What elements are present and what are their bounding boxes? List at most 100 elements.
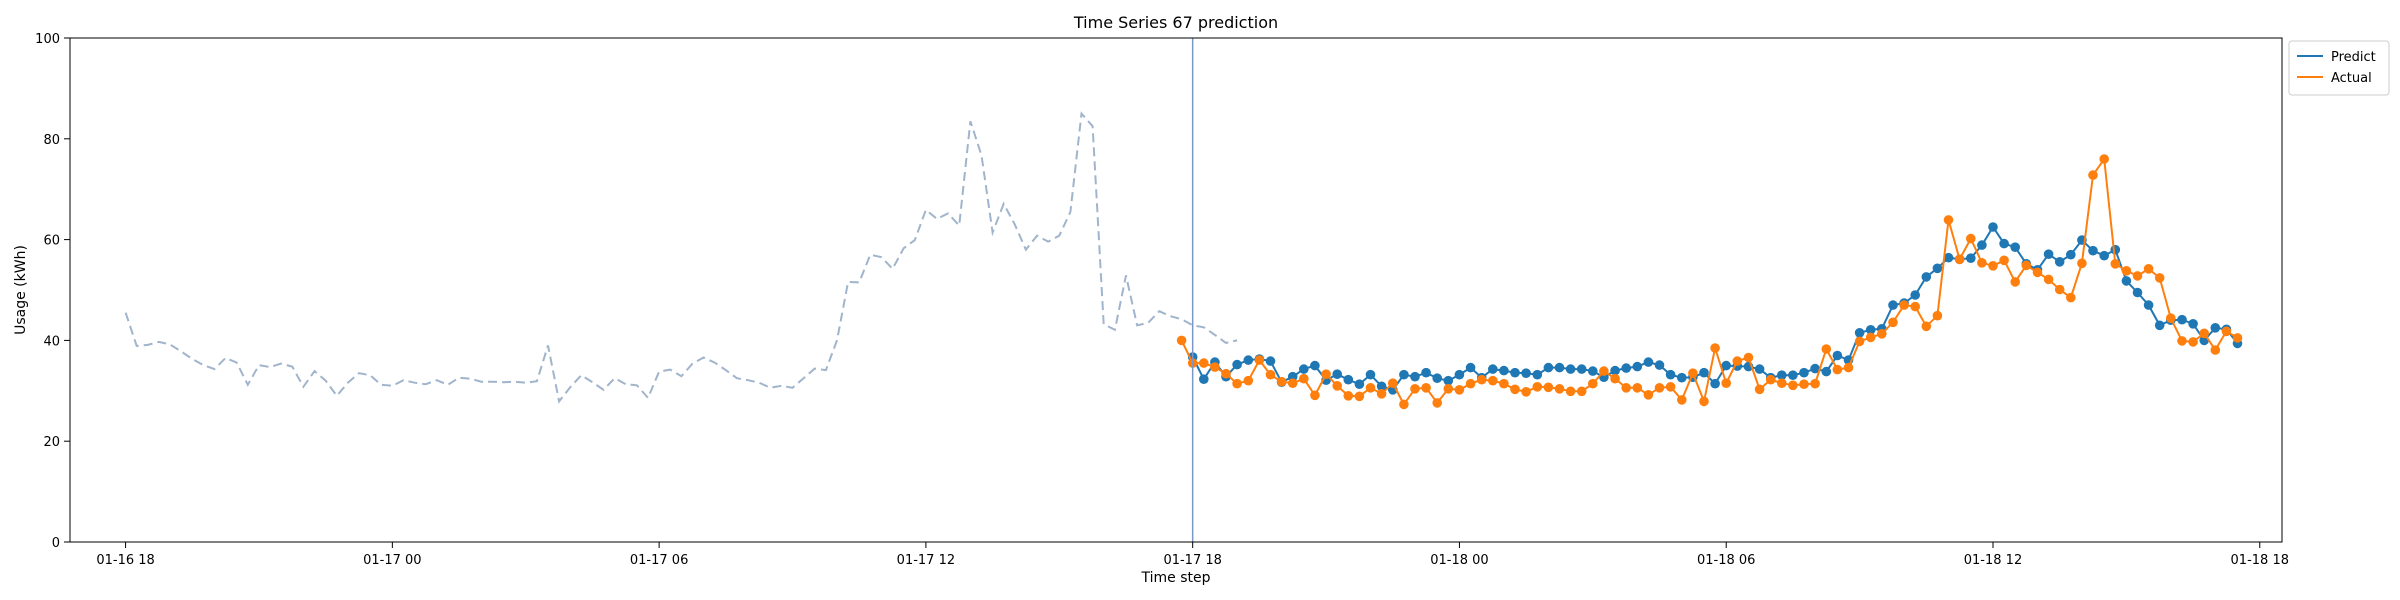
data-point-predict bbox=[1621, 363, 1631, 373]
data-point-predict bbox=[1977, 240, 1987, 250]
y-tick-label: 80 bbox=[43, 133, 60, 148]
data-point-actual bbox=[1388, 378, 1398, 389]
data-point-actual bbox=[2177, 336, 2187, 346]
data-point-actual bbox=[2043, 274, 2054, 285]
data-point-actual bbox=[1721, 378, 1731, 389]
data-point-actual bbox=[2210, 345, 2221, 355]
data-point-actual bbox=[1421, 383, 1431, 393]
data-point-predict bbox=[1632, 361, 1643, 372]
y-tick-label: 60 bbox=[43, 234, 60, 249]
data-point-predict bbox=[1232, 359, 1242, 370]
y-tick-label: 100 bbox=[35, 32, 60, 47]
series-layer bbox=[124, 111, 2243, 410]
data-point-actual bbox=[1243, 375, 1254, 386]
data-point-actual bbox=[1332, 381, 1342, 391]
data-point-actual bbox=[1743, 352, 1754, 363]
data-point-actual bbox=[1221, 368, 1231, 379]
data-point-predict bbox=[1554, 362, 1565, 373]
data-point-actual bbox=[1543, 382, 1554, 393]
data-point-predict bbox=[1854, 328, 1865, 338]
data-point-predict bbox=[1710, 378, 1720, 389]
series-history bbox=[124, 111, 1238, 404]
data-point-actual bbox=[1732, 356, 1743, 366]
data-point-actual bbox=[1966, 233, 1976, 244]
data-point-predict bbox=[1399, 369, 1409, 380]
x-tick-label: 01-17 18 bbox=[1163, 553, 1221, 568]
data-point-predict bbox=[1243, 355, 1254, 365]
data-point-actual bbox=[2032, 267, 2043, 278]
data-point-actual bbox=[2099, 154, 2109, 164]
data-point-actual bbox=[1610, 373, 1620, 384]
data-point-actual bbox=[2154, 273, 2165, 283]
data-point-actual bbox=[1765, 374, 1776, 385]
data-point-predict bbox=[1888, 300, 1898, 310]
data-point-predict bbox=[2143, 300, 2154, 310]
data-point-actual bbox=[1865, 332, 1876, 343]
data-point-actual bbox=[2066, 292, 2076, 303]
data-point-predict bbox=[1410, 371, 1420, 382]
data-point-actual bbox=[1176, 335, 1187, 346]
x-tick-label: 01-17 06 bbox=[630, 553, 688, 568]
data-point-predict bbox=[1799, 367, 1809, 378]
data-point-predict bbox=[1432, 373, 1442, 384]
y-tick-label: 20 bbox=[43, 435, 60, 450]
data-point-actual bbox=[1677, 395, 1687, 405]
data-point-actual bbox=[2110, 259, 2121, 269]
data-point-actual bbox=[2021, 260, 2032, 271]
data-point-predict bbox=[2043, 249, 2054, 259]
data-point-actual bbox=[1821, 344, 1832, 354]
data-point-actual bbox=[2166, 313, 2176, 324]
data-point-actual bbox=[1287, 378, 1298, 389]
data-point-predict bbox=[1543, 362, 1554, 373]
y-tick-label: 0 bbox=[52, 536, 60, 551]
data-point-predict bbox=[1754, 364, 1765, 374]
data-point-actual bbox=[2077, 258, 2087, 269]
data-point-predict bbox=[1199, 374, 1209, 385]
data-point-predict bbox=[1499, 365, 1509, 376]
data-point-actual bbox=[1454, 385, 1465, 395]
data-point-predict bbox=[2188, 319, 2198, 329]
legend: Predict Actual bbox=[2288, 40, 2390, 96]
data-point-actual bbox=[1888, 317, 1898, 328]
data-point-actual bbox=[1699, 396, 1709, 407]
data-point-predict bbox=[1810, 363, 1820, 374]
data-point-predict bbox=[2177, 314, 2187, 325]
data-point-actual bbox=[1576, 386, 1587, 397]
data-point-predict bbox=[1832, 350, 1843, 361]
data-point-predict bbox=[1565, 364, 1576, 374]
data-point-predict bbox=[1465, 362, 1476, 373]
data-point-actual bbox=[1810, 378, 1820, 389]
data-point-actual bbox=[1299, 373, 1309, 384]
data-point-actual bbox=[1832, 364, 1843, 375]
x-tick-label: 01-18 00 bbox=[1430, 553, 1488, 568]
data-point-actual bbox=[1843, 362, 1854, 373]
data-point-predict bbox=[1332, 369, 1342, 380]
data-point-actual bbox=[1565, 386, 1576, 397]
data-point-actual bbox=[1521, 387, 1531, 397]
data-point-actual bbox=[2054, 284, 2065, 295]
data-point-predict bbox=[1521, 368, 1531, 379]
legend-box bbox=[2288, 40, 2390, 96]
y-axis: 0 20 40 60 80 100 bbox=[35, 32, 70, 551]
data-point-actual bbox=[1254, 355, 1265, 365]
data-point-predict bbox=[2010, 242, 2020, 252]
data-point-predict bbox=[2099, 250, 2109, 261]
data-point-predict bbox=[1576, 364, 1587, 374]
x-axis: 01-16 18 01-17 00 01-17 06 01-17 12 01-17 18… bbox=[96, 542, 2289, 568]
data-point-predict bbox=[1921, 272, 1932, 282]
data-point-predict bbox=[1532, 369, 1543, 380]
data-point-predict bbox=[1943, 252, 1954, 263]
data-point-actual bbox=[1499, 378, 1509, 389]
data-point-predict bbox=[1865, 325, 1876, 335]
data-point-predict bbox=[2066, 249, 2076, 260]
data-point-predict bbox=[2054, 257, 2065, 267]
data-point-actual bbox=[2143, 264, 2154, 274]
data-point-actual bbox=[1632, 383, 1643, 393]
data-point-actual bbox=[1854, 336, 1865, 347]
data-point-actual bbox=[1977, 258, 1987, 268]
data-point-actual bbox=[1443, 384, 1454, 394]
data-point-actual bbox=[1788, 380, 1798, 391]
data-point-actual bbox=[1365, 383, 1376, 393]
data-point-actual bbox=[1310, 390, 1320, 401]
legend-label-predict: Predict bbox=[2331, 50, 2376, 65]
